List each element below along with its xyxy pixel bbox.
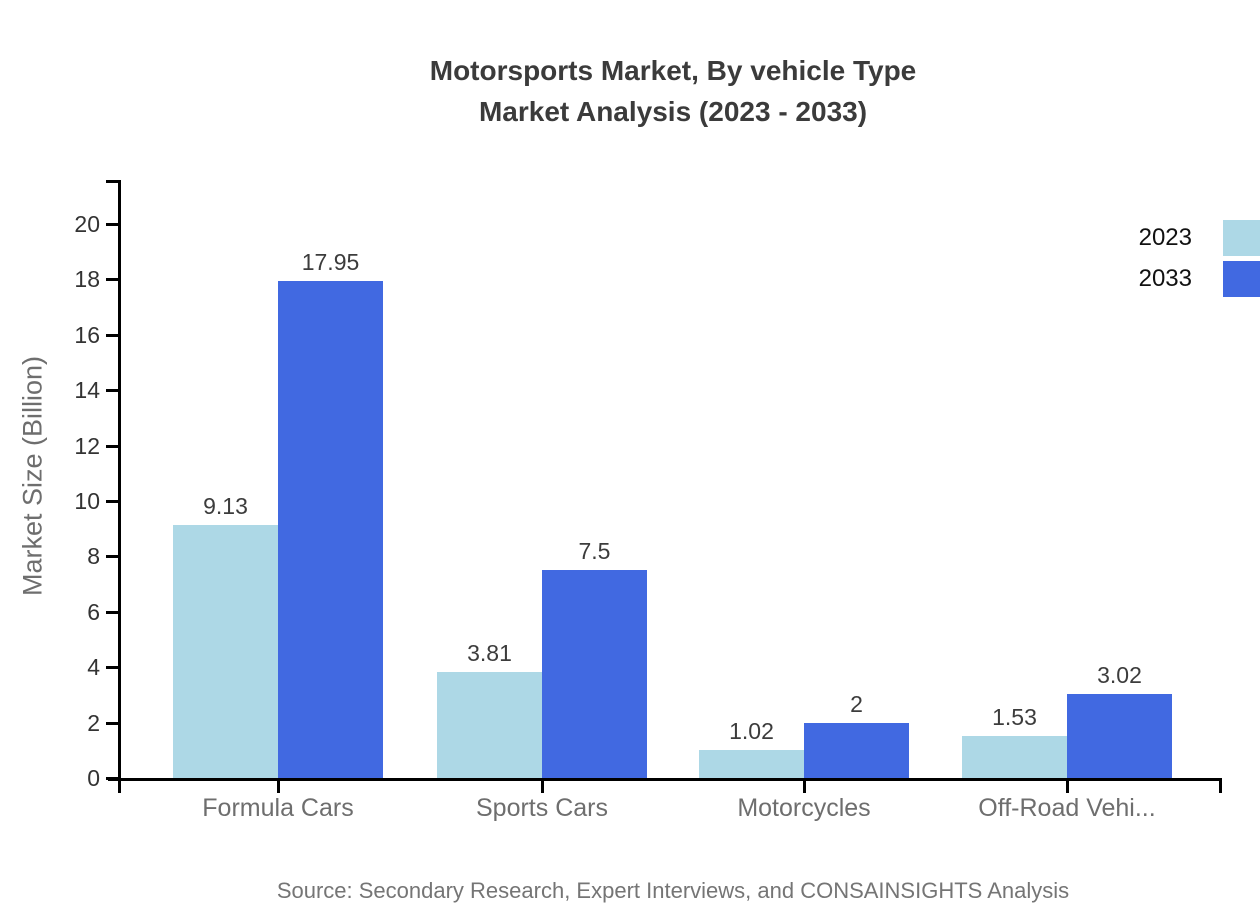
y-tick-label-18: 18 — [74, 266, 100, 293]
x-axis-end-tick — [1219, 778, 1222, 793]
y-tick-6 — [106, 610, 118, 614]
y-tick-label-14: 14 — [74, 377, 100, 404]
value-label-2023-motorcycles: 1.02 — [729, 717, 774, 744]
y-tick-label-6: 6 — [87, 598, 100, 625]
value-label-2023-off-road-vehi: 1.53 — [992, 703, 1037, 730]
value-label-2023-formula-cars: 9.13 — [203, 493, 248, 520]
y-tick-label-12: 12 — [74, 432, 100, 459]
value-label-2033-formula-cars: 17.95 — [301, 248, 360, 275]
legend-label-2023[interactable]: 2023 — [1138, 224, 1192, 251]
y-axis-end-tick — [106, 179, 118, 183]
x-category-label-off-road-vehi: Off-Road Vehi... — [978, 794, 1156, 822]
legend-swatch-2023[interactable] — [1223, 220, 1260, 256]
bar-2023-off-road-vehi[interactable] — [962, 735, 1067, 778]
y-tick-2 — [106, 721, 118, 725]
bar-2033-off-road-vehi[interactable] — [1067, 694, 1172, 778]
chart-title-line2: Market Analysis (2023 - 2033) — [478, 96, 868, 127]
x-tick-off-road-vehi — [1066, 778, 1069, 793]
y-tick-label-0: 0 — [87, 765, 100, 791]
y-tick-8 — [106, 555, 118, 559]
y-tick-label-20: 20 — [74, 211, 100, 237]
y-tick-20 — [106, 223, 118, 226]
bar-2023-sports-cars[interactable] — [437, 672, 542, 778]
x-tick-sports-cars — [541, 778, 544, 793]
value-label-2033-motorcycles: 2 — [850, 690, 863, 717]
y-axis-line — [118, 179, 121, 793]
x-axis-line — [108, 778, 1222, 781]
y-tick-18 — [106, 278, 118, 282]
y-tick-label-8: 8 — [87, 543, 100, 570]
bar-2033-formula-cars[interactable] — [278, 280, 383, 778]
y-tick-label-4: 4 — [87, 654, 100, 681]
bar-2033-sports-cars[interactable] — [542, 570, 647, 778]
x-category-label-formula-cars: Formula Cars — [202, 794, 354, 822]
y-tick-14 — [106, 389, 118, 393]
value-label-2023-sports-cars: 3.81 — [467, 640, 512, 667]
x-category-label-sports-cars: Sports Cars — [476, 794, 608, 822]
y-tick-10 — [106, 500, 118, 503]
source-note: Source: Secondary Research, Expert Inter… — [276, 878, 1070, 903]
bar-2023-formula-cars[interactable] — [173, 525, 278, 778]
y-tick-label-10: 10 — [74, 488, 100, 514]
chart-title: Motorsports Market, By vehicle Type Mark… — [120, 50, 1226, 132]
bar-2023-motorcycles[interactable] — [699, 749, 804, 778]
y-tick-label-2: 2 — [87, 709, 100, 736]
y-tick-label-16: 16 — [74, 321, 100, 348]
y-tick-16 — [106, 333, 118, 337]
bar-2033-motorcycles[interactable] — [804, 722, 909, 778]
legend-label-2033[interactable]: 2033 — [1138, 265, 1192, 292]
x-category-label-motorcycles: Motorcycles — [737, 794, 871, 822]
chart-title-line1: Motorsports Market, By vehicle Type — [429, 55, 917, 86]
y-tick-12 — [106, 444, 118, 448]
value-label-2033-off-road-vehi: 3.02 — [1097, 662, 1142, 689]
y-tick-0 — [106, 777, 118, 780]
x-tick-formula-cars — [277, 778, 280, 793]
y-tick-4 — [106, 666, 118, 670]
value-label-2033-sports-cars: 7.5 — [578, 538, 611, 565]
legend-swatch-2033[interactable] — [1223, 261, 1260, 297]
x-tick-motorcycles — [803, 778, 806, 793]
